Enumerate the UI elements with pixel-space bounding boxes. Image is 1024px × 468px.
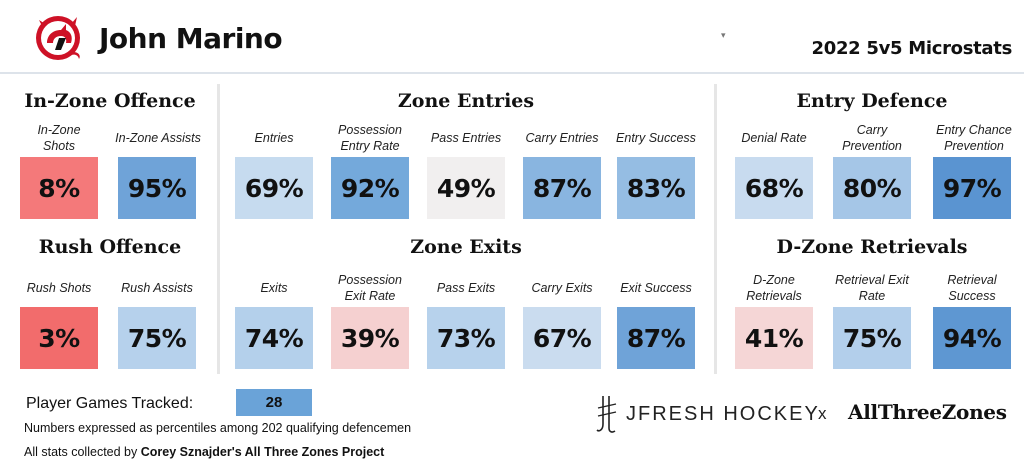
stat-label-entry-chance-prevention: Entry Chance Prevention xyxy=(936,123,1012,153)
stat-label-rush-shots: Rush Shots xyxy=(26,281,92,295)
stat-label-possession-exit-rate: Possession Exit Rate xyxy=(338,273,402,303)
player-name: John Marino xyxy=(99,22,283,55)
jfresh-logo-icon xyxy=(596,396,617,433)
stat-label-retrieval-exit-rate: Retrieval Exit Rate xyxy=(835,273,909,303)
stat-label-entry-success: Entry Success xyxy=(616,131,696,145)
stat-label-retrieval-success: Retrieval Success xyxy=(947,273,997,303)
source-note-project: Corey Sznajder's All Three Zones Project xyxy=(140,445,385,459)
percentile-note: Numbers expressed as percentiles among 2… xyxy=(24,421,412,435)
stat-label-entries: Entries xyxy=(254,131,294,145)
stat-label-rush-assists: Rush Assists xyxy=(121,281,193,295)
stat-label-carry-entries: Carry Entries xyxy=(525,131,599,145)
games-tracked-label: Player Games Tracked: xyxy=(26,395,194,412)
stat-label-dzone-retrievals: D-Zone Retrievals xyxy=(746,273,802,303)
devils-logo-icon xyxy=(36,16,80,60)
stat-tile-exit-success: 87% xyxy=(617,307,695,369)
stat-tile-dzone-retrievals: 41% xyxy=(735,307,813,369)
stat-tile-entry-chance-prevention: 97% xyxy=(933,157,1011,219)
stat-tile-retrieval-exit-rate: 75% xyxy=(833,307,911,369)
page-subtitle: 2022 5v5 Microstats xyxy=(811,38,1013,59)
stat-tile-entry-success: 83% xyxy=(617,157,695,219)
stat-tile-in-zone-assists: 95% xyxy=(118,157,196,219)
stat-tile-rush-shots: 3% xyxy=(20,307,98,369)
stat-tile-carry-prevention: 80% xyxy=(833,157,911,219)
dropdown-caret-icon[interactable]: ▾ xyxy=(721,30,726,40)
stat-label-exits: Exits xyxy=(260,281,288,295)
stat-label-in-zone-shots: In-Zone Shots xyxy=(37,123,81,153)
source-note-prefix: All stats collected by xyxy=(24,445,141,459)
games-tracked-value: 28 xyxy=(236,389,312,416)
stat-label-pass-entries: Pass Entries xyxy=(430,131,502,145)
stat-tile-pass-entries: 49% xyxy=(427,157,505,219)
stat-tile-possession-entry-rate: 92% xyxy=(331,157,409,219)
jfresh-brand: JFRESH HOCKEY xyxy=(626,403,820,425)
stat-tile-exits: 74% xyxy=(235,307,313,369)
stat-tile-rush-assists: 75% xyxy=(118,307,196,369)
stat-label-in-zone-assists: In-Zone Assists xyxy=(115,131,201,145)
stat-tile-possession-exit-rate: 39% xyxy=(331,307,409,369)
stat-label-carry-exits: Carry Exits xyxy=(531,281,593,295)
group-title-dzone-retrievals: D-Zone Retrievals xyxy=(776,236,968,258)
allthreezones-brand: AllThreeZones xyxy=(848,400,1007,424)
header-divider xyxy=(0,72,1024,74)
stat-tile-in-zone-shots: 8% xyxy=(20,157,98,219)
group-title-rush-offence: Rush Offence xyxy=(38,236,182,258)
group-title-zone-exits: Zone Exits xyxy=(410,236,522,258)
brand-separator: x xyxy=(818,404,827,423)
section-divider-left xyxy=(217,84,220,374)
stat-label-pass-exits: Pass Exits xyxy=(436,281,496,295)
source-note: All stats collected by Corey Sznajder's … xyxy=(24,445,384,459)
stat-tile-carry-exits: 67% xyxy=(523,307,601,369)
stat-tile-denial-rate: 68% xyxy=(735,157,813,219)
section-divider-right xyxy=(714,84,717,374)
stat-tile-carry-entries: 87% xyxy=(523,157,601,219)
stat-label-carry-prevention: Carry Prevention xyxy=(842,123,902,153)
header: John Marino ▾ 2022 5v5 Microstats xyxy=(0,0,1024,72)
stat-label-possession-entry-rate: Possession Entry Rate xyxy=(338,123,402,153)
group-title-in-zone-offence: In-Zone Offence xyxy=(24,90,196,112)
group-title-zone-entries: Zone Entries xyxy=(397,90,535,112)
stat-label-denial-rate: Denial Rate xyxy=(741,131,807,145)
stat-tile-entries: 69% xyxy=(235,157,313,219)
group-title-entry-defence: Entry Defence xyxy=(796,90,948,112)
stat-tile-retrieval-success: 94% xyxy=(933,307,1011,369)
stat-label-exit-success: Exit Success xyxy=(620,281,692,295)
stat-tile-pass-exits: 73% xyxy=(427,307,505,369)
